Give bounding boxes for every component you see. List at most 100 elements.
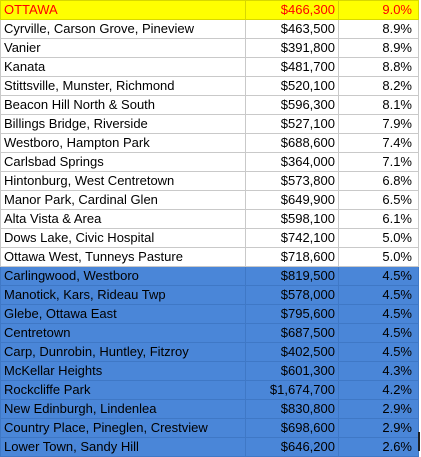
price-cell[interactable]: $1,674,700 xyxy=(245,380,339,400)
pct-cell[interactable]: 4.3% xyxy=(338,361,419,381)
table-row: Carlsbad Springs $364,000 7.1% xyxy=(0,152,419,172)
price-cell[interactable]: $601,300 xyxy=(245,361,339,381)
pct-cell[interactable]: 6.1% xyxy=(338,209,419,229)
table-row: Rockcliffe Park $1,674,700 4.2% xyxy=(0,380,419,400)
area-cell[interactable]: Carp, Dunrobin, Huntley, Fitzroy xyxy=(0,342,246,362)
header-price-cell[interactable]: $466,300 xyxy=(245,0,339,20)
area-cell[interactable]: Rockcliffe Park xyxy=(0,380,246,400)
pct-cell[interactable]: 8.9% xyxy=(338,38,419,58)
price-cell[interactable]: $795,600 xyxy=(245,304,339,324)
table-row: Manotick, Kars, Rideau Twp $578,000 4.5% xyxy=(0,285,419,305)
price-cell[interactable]: $598,100 xyxy=(245,209,339,229)
table-row: McKellar Heights $601,300 4.3% xyxy=(0,361,419,381)
price-cell[interactable]: $819,500 xyxy=(245,266,339,286)
price-cell[interactable]: $578,000 xyxy=(245,285,339,305)
price-cell[interactable]: $698,600 xyxy=(245,418,339,438)
area-cell[interactable]: Centretown xyxy=(0,323,246,343)
pct-cell[interactable]: 6.5% xyxy=(338,190,419,210)
price-cell[interactable]: $364,000 xyxy=(245,152,339,172)
table-row: Hintonburg, West Centretown $573,800 6.8% xyxy=(0,171,419,191)
area-cell[interactable]: Alta Vista & Area xyxy=(0,209,246,229)
pct-cell[interactable]: 2.9% xyxy=(338,418,419,438)
area-cell[interactable]: Manotick, Kars, Rideau Twp xyxy=(0,285,246,305)
area-cell[interactable]: Carlingwood, Westboro xyxy=(0,266,246,286)
pct-cell[interactable]: 6.8% xyxy=(338,171,419,191)
table-row: Carp, Dunrobin, Huntley, Fitzroy $402,500… xyxy=(0,342,419,362)
area-cell[interactable]: Dows Lake, Civic Hospital xyxy=(0,228,246,248)
price-cell[interactable]: $718,600 xyxy=(245,247,339,267)
table-row: Dows Lake, Civic Hospital $742,100 5.0% xyxy=(0,228,419,248)
price-cell[interactable]: $649,900 xyxy=(245,190,339,210)
table-row: Billings Bridge, Riverside $527,100 7.9% xyxy=(0,114,419,134)
table-row: Ottawa West, Tunneys Pasture $718,600 5.0% xyxy=(0,247,419,267)
price-cell[interactable]: $463,500 xyxy=(245,19,339,39)
pct-cell[interactable]: 4.5% xyxy=(338,323,419,343)
price-cell[interactable]: $402,500 xyxy=(245,342,339,362)
table-row: Westboro, Hampton Park $688,600 7.4% xyxy=(0,133,419,153)
price-cell[interactable]: $688,600 xyxy=(245,133,339,153)
area-cell[interactable]: Lower Town, Sandy Hill xyxy=(0,437,246,457)
area-cell[interactable]: Beacon Hill North & South xyxy=(0,95,246,115)
pct-cell[interactable]: 4.5% xyxy=(338,266,419,286)
area-cell[interactable]: Country Place, Pineglen, Crestview xyxy=(0,418,246,438)
table-row: Beacon Hill North & South $596,300 8.1% xyxy=(0,95,419,115)
table-row: Stittsville, Munster, Richmond $520,100 8.… xyxy=(0,76,419,96)
price-cell[interactable]: $687,500 xyxy=(245,323,339,343)
table-row: Centretown $687,500 4.5% xyxy=(0,323,419,343)
area-cell[interactable]: Vanier xyxy=(0,38,246,58)
pct-cell[interactable]: 8.9% xyxy=(338,19,419,39)
table-row: Kanata $481,700 8.8% xyxy=(0,57,419,77)
price-cell[interactable]: $520,100 xyxy=(245,76,339,96)
table-row: Glebe, Ottawa East $795,600 4.5% xyxy=(0,304,419,324)
pct-cell[interactable]: 7.9% xyxy=(338,114,419,134)
pct-cell[interactable]: 5.0% xyxy=(338,247,419,267)
price-cell[interactable]: $527,100 xyxy=(245,114,339,134)
area-cell[interactable]: New Edinburgh, Lindenlea xyxy=(0,399,246,419)
area-cell[interactable]: Billings Bridge, Riverside xyxy=(0,114,246,134)
table-row: Carlingwood, Westboro $819,500 4.5% xyxy=(0,266,419,286)
table-row: Manor Park, Cardinal Glen $649,900 6.5% xyxy=(0,190,419,210)
table-row: Country Place, Pineglen, Crestview $698,6… xyxy=(0,418,419,438)
price-cell[interactable]: $481,700 xyxy=(245,57,339,77)
pct-cell[interactable]: 2.6% xyxy=(338,437,419,457)
price-cell[interactable]: $573,800 xyxy=(245,171,339,191)
area-cell[interactable]: Westboro, Hampton Park xyxy=(0,133,246,153)
area-cell[interactable]: Carlsbad Springs xyxy=(0,152,246,172)
table-row: Lower Town, Sandy Hill $646,200 2.6% xyxy=(0,437,419,457)
pct-cell[interactable]: 2.9% xyxy=(338,399,419,419)
header-row: OTTAWA $466,300 9.0% xyxy=(0,0,419,20)
price-cell[interactable]: $596,300 xyxy=(245,95,339,115)
cell-cursor-edge xyxy=(418,432,420,451)
price-cell[interactable]: $646,200 xyxy=(245,437,339,457)
pct-cell[interactable]: 4.5% xyxy=(338,342,419,362)
price-cell[interactable]: $830,800 xyxy=(245,399,339,419)
pct-cell[interactable]: 7.1% xyxy=(338,152,419,172)
area-cell[interactable]: Glebe, Ottawa East xyxy=(0,304,246,324)
pct-cell[interactable]: 8.2% xyxy=(338,76,419,96)
pct-cell[interactable]: 4.5% xyxy=(338,304,419,324)
area-cell[interactable]: Kanata xyxy=(0,57,246,77)
header-pct-cell[interactable]: 9.0% xyxy=(338,0,419,20)
table-row: Vanier $391,800 8.9% xyxy=(0,38,419,58)
price-cell[interactable]: $391,800 xyxy=(245,38,339,58)
table-row: Cyrville, Carson Grove, Pineview $463,500… xyxy=(0,19,419,39)
pct-cell[interactable]: 4.5% xyxy=(338,285,419,305)
pct-cell[interactable]: 5.0% xyxy=(338,228,419,248)
pct-cell[interactable]: 8.8% xyxy=(338,57,419,77)
price-cell[interactable]: $742,100 xyxy=(245,228,339,248)
table-row: New Edinburgh, Lindenlea $830,800 2.9% xyxy=(0,399,419,419)
table-row: Alta Vista & Area $598,100 6.1% xyxy=(0,209,419,229)
area-cell[interactable]: Cyrville, Carson Grove, Pineview xyxy=(0,19,246,39)
pct-cell[interactable]: 7.4% xyxy=(338,133,419,153)
area-cell[interactable]: McKellar Heights xyxy=(0,361,246,381)
pct-cell[interactable]: 8.1% xyxy=(338,95,419,115)
area-cell[interactable]: Ottawa West, Tunneys Pasture xyxy=(0,247,246,267)
pct-cell[interactable]: 4.2% xyxy=(338,380,419,400)
area-cell[interactable]: Hintonburg, West Centretown xyxy=(0,171,246,191)
area-cell[interactable]: Manor Park, Cardinal Glen xyxy=(0,190,246,210)
header-area-cell[interactable]: OTTAWA xyxy=(0,0,246,20)
area-cell[interactable]: Stittsville, Munster, Richmond xyxy=(0,76,246,96)
